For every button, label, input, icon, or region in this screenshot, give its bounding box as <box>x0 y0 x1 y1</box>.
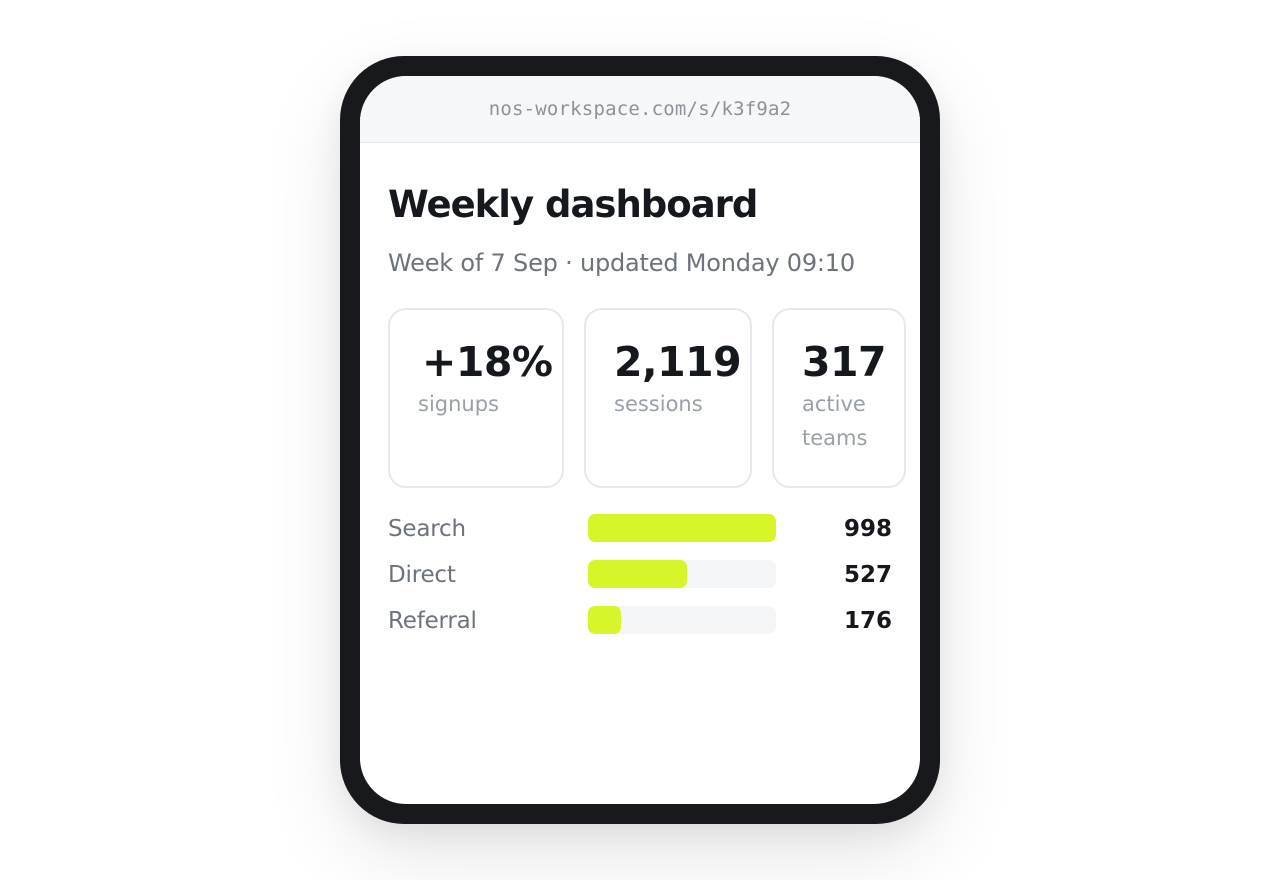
source-row-search: Search 998 <box>388 510 892 556</box>
stat-card-sessions: 2,119 sessions <box>584 308 752 488</box>
source-row-referral: Referral 176 <box>388 602 892 648</box>
source-bar-fill <box>588 514 776 542</box>
source-bar-fill <box>588 560 688 588</box>
url-text: nos-workspace.com/s/k3f9a2 <box>488 98 792 120</box>
stat-value: 317 <box>802 338 887 386</box>
address-bar[interactable]: nos-workspace.com/s/k3f9a2 <box>360 76 920 143</box>
traffic-sources: Search 998 Direct 527 Refe <box>388 510 892 648</box>
page-subtitle: Week of 7 Sep · updated Monday 09:10 <box>388 249 855 277</box>
phone-frame: nos-workspace.com/s/k3f9a2 Weekly dashbo… <box>340 56 940 824</box>
source-value: 527 <box>843 562 892 588</box>
stat-label: signups <box>418 392 499 417</box>
stat-label: sessions <box>614 392 703 417</box>
page-title: Weekly dashboard <box>388 183 758 226</box>
source-label: Search <box>388 516 466 542</box>
source-row-direct: Direct 527 <box>388 556 892 602</box>
source-bar-track <box>588 560 776 588</box>
phone-screen: nos-workspace.com/s/k3f9a2 Weekly dashbo… <box>360 76 920 804</box>
stat-value: +18% <box>422 338 553 386</box>
stat-card-signups: +18% signups <box>388 308 564 488</box>
source-label: Direct <box>388 562 456 588</box>
source-label: Referral <box>388 608 477 634</box>
source-bar-track <box>588 514 776 542</box>
stat-label: active teams <box>802 392 868 451</box>
stat-card-active-teams: 317 active teams <box>772 308 906 488</box>
source-value: 998 <box>843 516 892 542</box>
dashboard-content: Weekly dashboard Week of 7 Sep · updated… <box>388 143 920 804</box>
source-bar-track <box>588 606 776 634</box>
stat-value: 2,119 <box>614 338 742 386</box>
source-value: 176 <box>843 608 892 634</box>
source-bar-fill <box>588 606 622 634</box>
